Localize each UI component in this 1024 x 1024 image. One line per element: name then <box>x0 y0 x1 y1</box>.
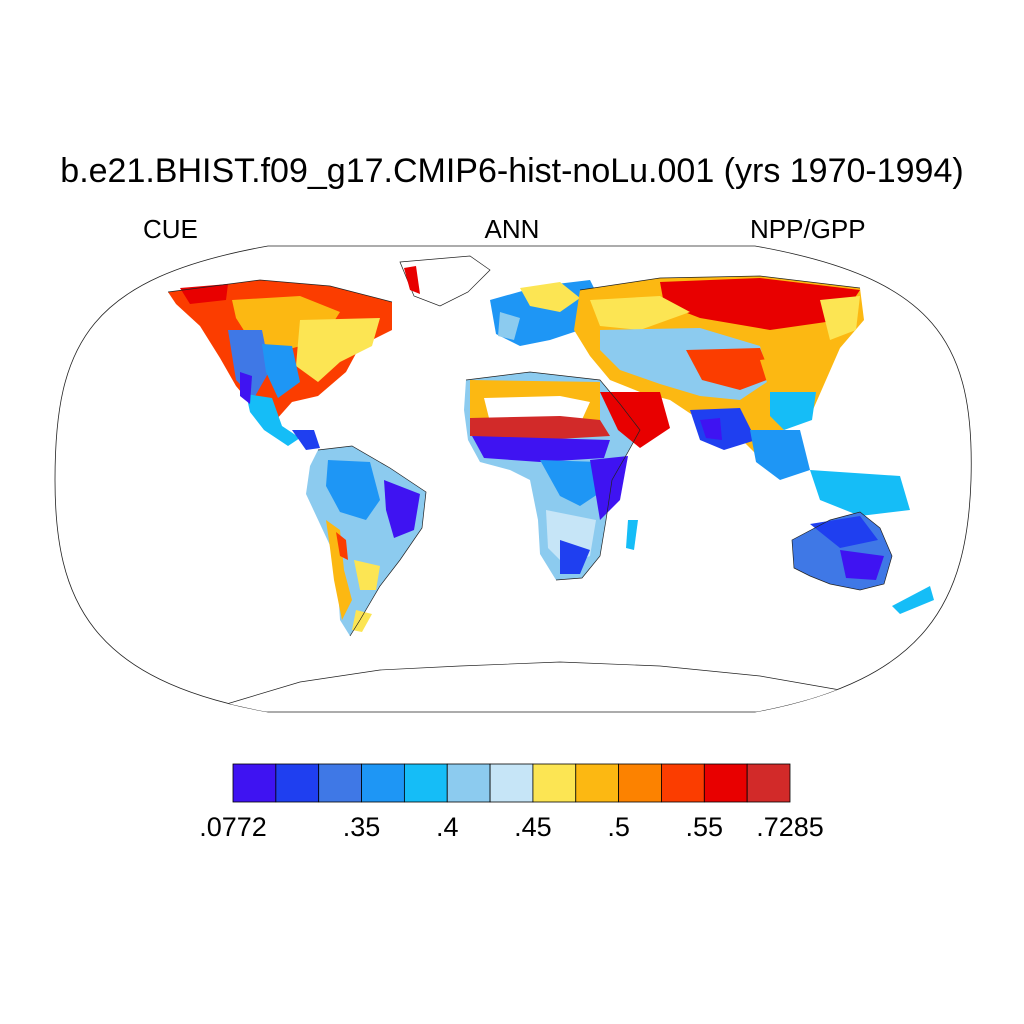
colorbar-tick-label: .4 <box>435 812 459 842</box>
colorbar-swatch <box>318 763 362 803</box>
colorbar-swatch <box>232 763 277 803</box>
colorbar-tick-label: .0772 <box>199 812 267 842</box>
units-label: NPP/GPP <box>750 214 866 244</box>
asia-region <box>574 276 910 516</box>
colorbar-tick-label: .7285 <box>756 812 824 842</box>
variable-label: CUE <box>143 214 198 244</box>
colorbar-tick-label: .45 <box>514 812 552 842</box>
colorbar-swatch <box>446 763 491 803</box>
plot-title: b.e21.BHIST.f09_g17.CMIP6-hist-noLu.001 … <box>60 152 964 190</box>
europe-region <box>490 280 600 346</box>
antarctica-outline <box>199 661 881 712</box>
colorbar-swatch <box>275 763 320 803</box>
colorbar-tick-label: .55 <box>685 812 724 842</box>
season-label: ANN <box>484 214 540 244</box>
colorbar-swatch <box>575 763 620 803</box>
africa-region <box>464 372 670 580</box>
colorbar-swatch <box>618 763 662 803</box>
south-america-region <box>306 446 426 636</box>
colorbar-swatch <box>532 763 577 803</box>
greenland-region <box>399 255 491 307</box>
colorbar-swatch <box>361 763 405 803</box>
colorbar-swatch <box>489 763 534 803</box>
colorbar-tick-label: .35 <box>342 812 381 842</box>
colorbar-swatch <box>403 763 448 803</box>
colorbar-swatch <box>746 763 791 803</box>
colorbar-swatch <box>661 763 705 803</box>
north-america-region <box>168 280 392 450</box>
australia-region <box>792 512 934 614</box>
colorbar-swatch <box>703 763 748 803</box>
colorbar-tick-label: .5 <box>607 812 630 842</box>
